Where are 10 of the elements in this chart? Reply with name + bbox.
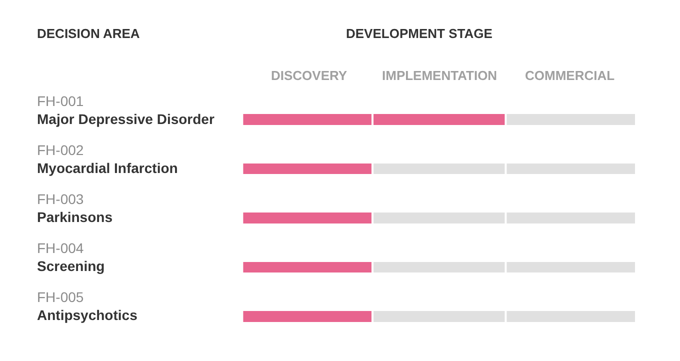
y-axis-title: DECISION AREA [37,26,140,41]
chart-title: DEVELOPMENT STAGE [346,26,493,41]
y-tick-label: FH-005 Antipsychotics [37,289,138,324]
text: DISCOVERY [271,68,348,83]
text: COMMERCIAL [525,68,615,83]
text: IMPLEMENTATION [382,68,498,83]
y-tick-label: FH-004 Screening [37,240,105,274]
y-tick-label: FH-001 Major Depressive Disorder [37,93,215,128]
y-tick-label: FH-002 Myocardial Infarction [37,142,178,176]
y-tick-label: FH-003 Parkinsons [37,191,113,226]
